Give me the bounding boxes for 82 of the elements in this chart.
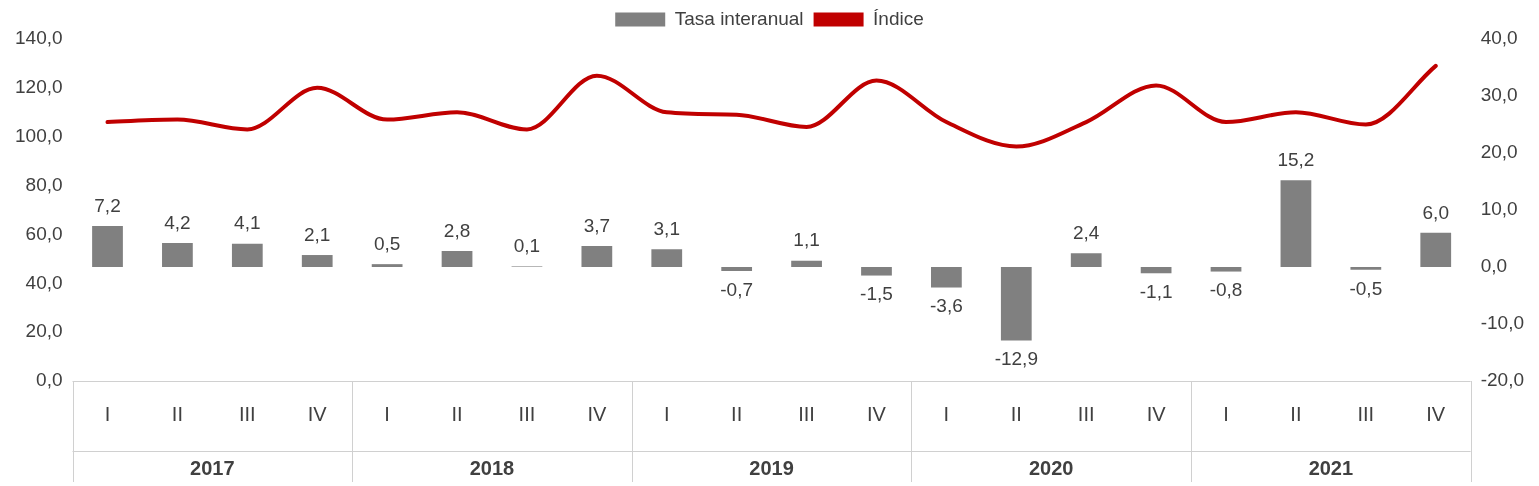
data-label: -1,5 (860, 283, 893, 305)
data-label: 3,7 (583, 214, 611, 236)
bar (1070, 253, 1102, 267)
y-tick-label: 120,0 (15, 76, 63, 98)
y2-tick-label: 10,0 (1480, 198, 1518, 220)
x-tick-label: IV (587, 402, 607, 425)
legend-label: Índice (873, 7, 924, 29)
bar (441, 251, 473, 267)
x-tick-label: I (384, 402, 390, 425)
data-label: 0,1 (513, 235, 541, 257)
x-tick-label: III (238, 402, 256, 425)
data-label: 3,1 (653, 218, 680, 240)
bar (1210, 267, 1242, 272)
y-tick-label: 20,0 (25, 320, 63, 342)
x-tick-label: II (1010, 402, 1022, 425)
data-label: 2,4 (1072, 222, 1100, 244)
y-tick-label: 80,0 (25, 173, 63, 195)
data-label: -0,7 (720, 278, 754, 300)
y2-tick-label: -10,0 (1480, 312, 1525, 334)
bar (301, 255, 333, 267)
data-label: 1,1 (793, 229, 820, 251)
data-label: -1,1 (1139, 281, 1173, 302)
x-tick-label: IV (867, 402, 887, 425)
y-tick-label: 40,0 (25, 271, 63, 293)
y2-tick-label: 40,0 (1480, 27, 1518, 49)
bar (721, 267, 753, 271)
legend-label: Tasa interanual (674, 7, 804, 29)
text: 2017 (190, 456, 235, 479)
y-tick-label: 60,0 (25, 222, 63, 244)
x-tick-label: IV (1426, 402, 1446, 425)
bar (92, 225, 123, 267)
bar (651, 249, 683, 267)
data-label: -0,5 (1349, 277, 1383, 299)
y-tick-label: 140,0 (15, 27, 63, 49)
data-label: 15,2 (1277, 149, 1315, 171)
line-series (105, 63, 1438, 149)
data-label: 2,8 (443, 219, 471, 241)
text: 2020 (1029, 456, 1074, 479)
data-label: 6,0 (1422, 201, 1449, 223)
bar (231, 243, 263, 267)
bar (371, 264, 403, 267)
x-tick-label: III (1077, 402, 1095, 425)
data-label: -0,8 (1209, 279, 1243, 301)
y2-tick-label: -20,0 (1480, 369, 1525, 391)
x-tick-label: II (731, 402, 743, 425)
x-tick-label: II (451, 402, 463, 425)
x-tick-label: I (1223, 402, 1229, 425)
data-label: -3,6 (930, 295, 963, 317)
y2-tick-label: 30,0 (1480, 84, 1518, 106)
bar (162, 243, 193, 267)
bar (1000, 267, 1032, 341)
x-tick-label: III (1357, 402, 1375, 425)
text: 2019 (749, 456, 794, 479)
text: 2021 (1308, 456, 1354, 479)
y-tick-label: 0,0 (36, 369, 63, 391)
bar (1420, 232, 1452, 267)
x-tick-label: I (943, 402, 950, 425)
bar (581, 245, 613, 267)
bar (1140, 267, 1172, 274)
y-tick-label: 100,0 (15, 124, 63, 146)
text: 2018 (469, 456, 515, 479)
x-tick-label: I (663, 402, 670, 425)
data-label: 4,2 (164, 211, 191, 233)
x-tick-label: I (104, 402, 111, 425)
x-tick-label: II (1290, 402, 1302, 425)
bar (1350, 267, 1382, 270)
data-label: -12,9 (994, 348, 1038, 370)
bar (1280, 180, 1312, 267)
data-label: 2,1 (304, 223, 331, 245)
x-tick-label: IV (307, 402, 328, 425)
y2-tick-label: 20,0 (1480, 141, 1518, 163)
data-label: 0,5 (373, 232, 401, 254)
data-label: 4,1 (234, 212, 261, 234)
x-tick-label: IV (1146, 402, 1167, 425)
bar (931, 267, 962, 288)
x-tick-label: III (798, 402, 815, 425)
bar (861, 267, 892, 276)
x-tick-label: II (171, 402, 183, 425)
data-label: 7,2 (94, 194, 121, 216)
x-tick-label: III (518, 402, 536, 425)
y2-tick-label: 0,0 (1480, 255, 1508, 277)
bar (791, 260, 822, 267)
